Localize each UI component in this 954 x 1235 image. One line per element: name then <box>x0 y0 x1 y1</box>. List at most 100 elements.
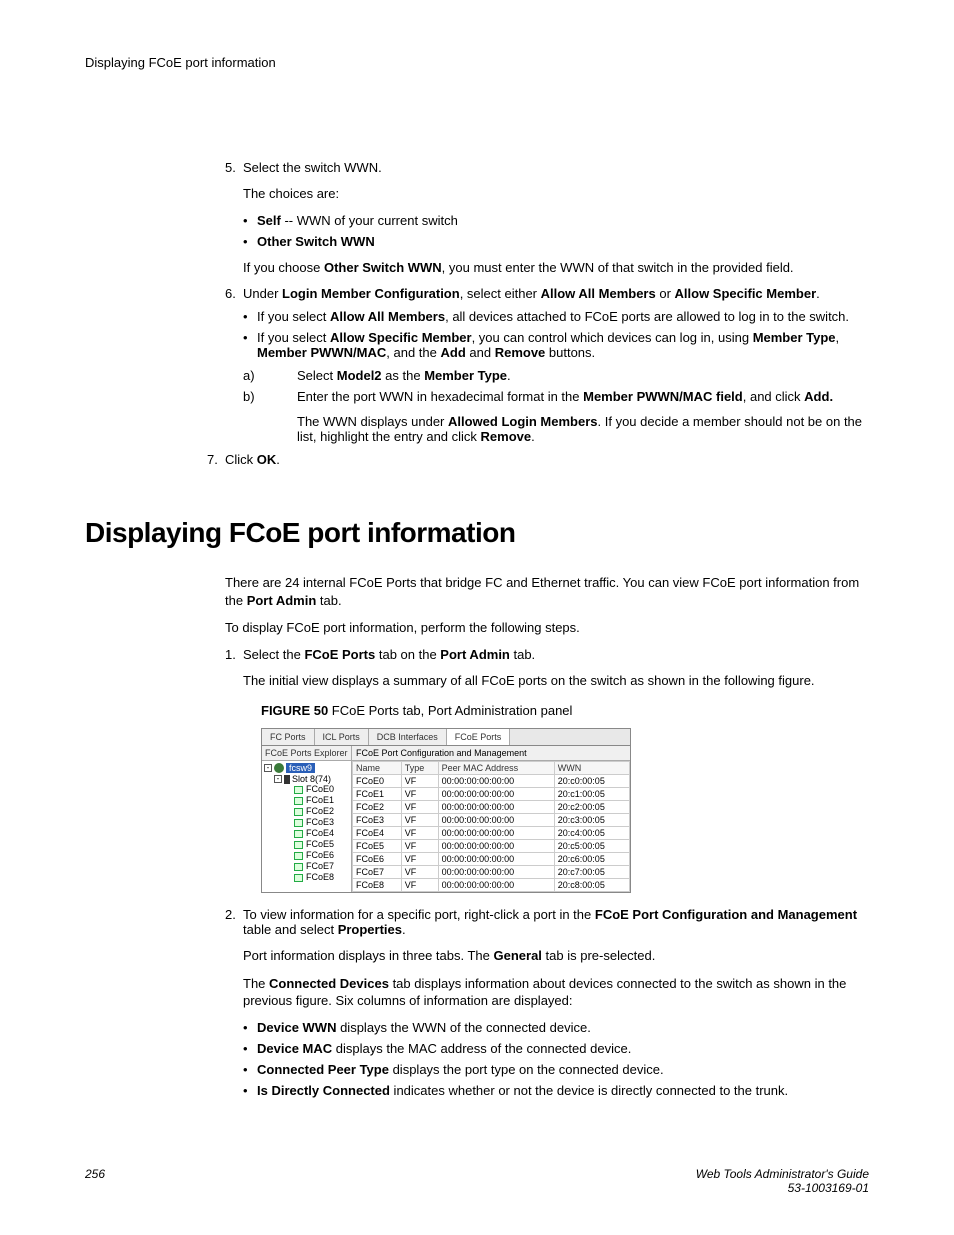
port-icon <box>294 874 303 882</box>
port-icon <box>294 841 303 849</box>
table-cell: 00:00:00:00:00:00 <box>438 775 554 788</box>
table-cell: VF <box>401 840 438 853</box>
table-row[interactable]: FCoE1VF00:00:00:00:00:0020:c1:00:05 <box>353 788 630 801</box>
tab-icl-ports[interactable]: ICL Ports <box>315 729 369 745</box>
alpha-label: b) <box>243 389 255 404</box>
intro2: To display FCoE port information, perfor… <box>225 619 869 637</box>
table-row[interactable]: FCoE8VF00:00:00:00:00:0020:c8:00:05 <box>353 879 630 892</box>
table-cell: 00:00:00:00:00:00 <box>438 801 554 814</box>
table-row[interactable]: FCoE6VF00:00:00:00:00:0020:c6:00:05 <box>353 853 630 866</box>
table-cell: VF <box>401 814 438 827</box>
table-cell: 20:c7:00:05 <box>554 866 629 879</box>
tree-leaf[interactable]: FCoE3 <box>294 817 349 828</box>
bullet-is-directly-connected: Is Directly Connected indicates whether … <box>243 1083 869 1098</box>
table-cell: 00:00:00:00:00:00 <box>438 879 554 892</box>
table-cell: VF <box>401 827 438 840</box>
step2-p2: The Connected Devices tab displays infor… <box>243 975 869 1010</box>
guide-title: Web Tools Administrator's Guide <box>696 1167 869 1181</box>
explorer-pane: FCoE Ports Explorer - fcsw9 <box>262 746 352 892</box>
step6-b-sub: The WWN displays under Allowed Login Mem… <box>297 414 869 444</box>
table-cell: VF <box>401 801 438 814</box>
table-row[interactable]: FCoE7VF00:00:00:00:00:0020:c7:00:05 <box>353 866 630 879</box>
ports-table: NameTypePeer MAC AddressWWN FCoE0VF00:00… <box>352 761 630 892</box>
tree-leaf[interactable]: FCoE1 <box>294 795 349 806</box>
column-header[interactable]: Type <box>401 762 438 775</box>
table-cell: 00:00:00:00:00:00 <box>438 840 554 853</box>
tab-dcb-interfaces[interactable]: DCB Interfaces <box>369 729 447 745</box>
table-row[interactable]: FCoE2VF00:00:00:00:00:0020:c2:00:05 <box>353 801 630 814</box>
tree-leaf[interactable]: FCoE8 <box>294 872 349 883</box>
step-number: 7. <box>207 452 218 467</box>
table-cell: 20:c2:00:05 <box>554 801 629 814</box>
tree-leaf[interactable]: FCoE5 <box>294 839 349 850</box>
tree-leaf[interactable]: FCoE6 <box>294 850 349 861</box>
table-cell: VF <box>401 775 438 788</box>
port-icon <box>294 852 303 860</box>
page-footer: 256 Web Tools Administrator's Guide 53-1… <box>85 1167 869 1195</box>
choice-self: Self -- WWN of your current switch <box>243 213 869 228</box>
table-cell: FCoE0 <box>353 775 402 788</box>
tab-fc-ports[interactable]: FC Ports <box>262 729 315 745</box>
table-cell: 00:00:00:00:00:00 <box>438 788 554 801</box>
step6-b: b) Enter the port WWN in hexadecimal for… <box>243 389 869 444</box>
port-icon <box>294 819 303 827</box>
section-title: Displaying FCoE port information <box>85 517 869 549</box>
intro-para: There are 24 internal FCoE Ports that br… <box>225 574 869 609</box>
table-cell: FCoE1 <box>353 788 402 801</box>
bullet-device-mac: Device MAC displays the MAC address of t… <box>243 1041 869 1056</box>
bullet-connected-peer-type: Connected Peer Type displays the port ty… <box>243 1062 869 1077</box>
table-cell: FCoE6 <box>353 853 402 866</box>
tree-leaf[interactable]: FCoE4 <box>294 828 349 839</box>
table-row[interactable]: FCoE4VF00:00:00:00:00:0020:c4:00:05 <box>353 827 630 840</box>
collapse-icon[interactable]: - <box>264 764 272 772</box>
step-text: Select the switch WWN. <box>243 160 382 175</box>
step-number: 2. <box>225 907 236 922</box>
right-pane: FCoE Port Configuration and Management N… <box>352 746 630 892</box>
table-cell: 00:00:00:00:00:00 <box>438 827 554 840</box>
table-cell: VF <box>401 853 438 866</box>
table-cell: 20:c6:00:05 <box>554 853 629 866</box>
choice-other-wwn: Other Switch WWN <box>243 234 869 249</box>
alpha-label: a) <box>243 368 255 383</box>
collapse-icon[interactable]: - <box>274 775 282 783</box>
table-row[interactable]: FCoE5VF00:00:00:00:00:0020:c5:00:05 <box>353 840 630 853</box>
tree-slot[interactable]: - Slot 8(74) <box>274 774 349 784</box>
tab-fcoe-ports[interactable]: FCoE Ports <box>447 729 511 745</box>
step6-a: a) Select Model2 as the Member Type. <box>243 368 869 383</box>
explorer-header: FCoE Ports Explorer <box>262 746 351 761</box>
doc-number: 53-1003169-01 <box>696 1181 869 1195</box>
column-header[interactable]: Peer MAC Address <box>438 762 554 775</box>
table-cell: 20:c3:00:05 <box>554 814 629 827</box>
tree-leaf[interactable]: FCoE0 <box>294 784 349 795</box>
port-icon <box>294 830 303 838</box>
step-number: 5. <box>225 160 236 175</box>
table-cell: FCoE3 <box>353 814 402 827</box>
column-header[interactable]: Name <box>353 762 402 775</box>
table-cell: 00:00:00:00:00:00 <box>438 814 554 827</box>
step2-p1: Port information displays in three tabs.… <box>243 947 869 965</box>
table-cell: 20:c1:00:05 <box>554 788 629 801</box>
root-label: fcsw9 <box>286 763 315 773</box>
table-cell: VF <box>401 879 438 892</box>
fcoe-ports-panel: FC PortsICL PortsDCB InterfacesFCoE Port… <box>261 728 631 893</box>
step5-after: If you choose Other Switch WWN, you must… <box>243 259 869 277</box>
table-cell: 20:c8:00:05 <box>554 879 629 892</box>
tree-leaf[interactable]: FCoE7 <box>294 861 349 872</box>
step-5: 5. Select the switch WWN. The choices ar… <box>225 160 869 276</box>
right-header: FCoE Port Configuration and Management <box>352 746 630 761</box>
tree-leaf[interactable]: FCoE2 <box>294 806 349 817</box>
table-cell: 00:00:00:00:00:00 <box>438 853 554 866</box>
table-cell: FCoE7 <box>353 866 402 879</box>
table-cell: 20:c5:00:05 <box>554 840 629 853</box>
display-step-2: 2. To view information for a specific po… <box>225 907 869 1098</box>
table-row[interactable]: FCoE0VF00:00:00:00:00:0020:c0:00:05 <box>353 775 630 788</box>
column-header[interactable]: WWN <box>554 762 629 775</box>
slot-label: Slot 8(74) <box>292 774 331 784</box>
table-cell: 20:c0:00:05 <box>554 775 629 788</box>
table-cell: FCoE5 <box>353 840 402 853</box>
table-row[interactable]: FCoE3VF00:00:00:00:00:0020:c3:00:05 <box>353 814 630 827</box>
tab-row: FC PortsICL PortsDCB InterfacesFCoE Port… <box>262 729 630 746</box>
page-number: 256 <box>85 1167 105 1195</box>
tree-root[interactable]: - fcsw9 <box>264 763 349 773</box>
table-cell: FCoE4 <box>353 827 402 840</box>
